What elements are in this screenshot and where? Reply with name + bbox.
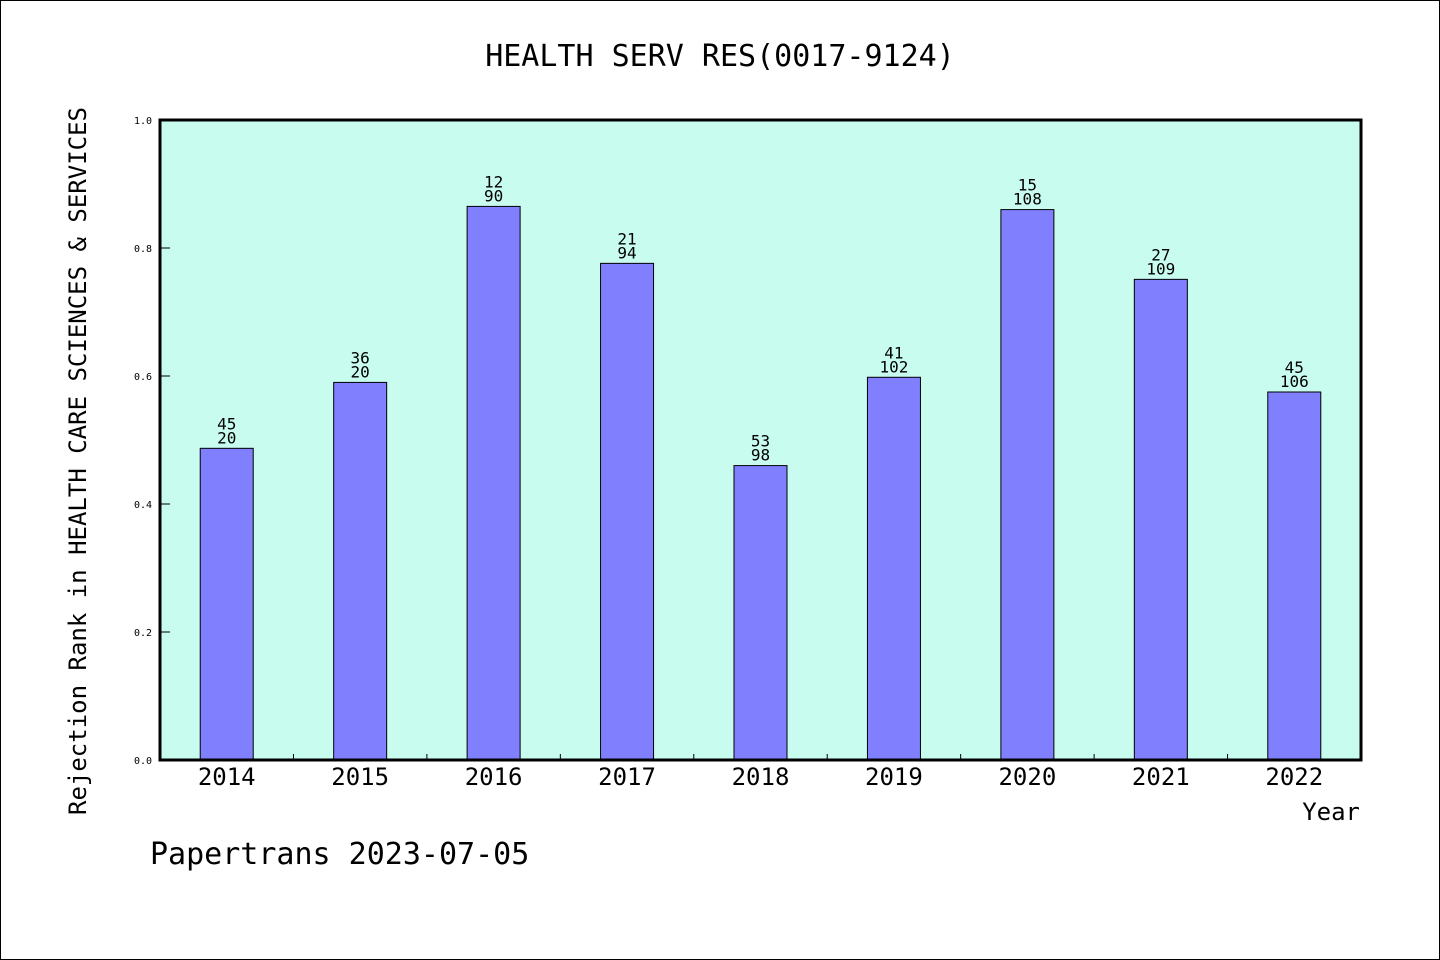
- bar-2014: [199, 447, 254, 761]
- bar-label-top-2021: 27: [1151, 245, 1170, 264]
- bar-label-bottom-2022: 106: [1280, 372, 1309, 391]
- bar-label-top-2014: 45: [217, 414, 236, 433]
- chart-title: HEALTH SERV RES(0017-9124): [485, 39, 955, 74]
- x-axis: 2014 2015 2016 2017 2018 2019 2020 2021 2022: [198, 754, 1323, 791]
- bar-2022: [1267, 391, 1322, 761]
- bar-label-bottom-2016: 90: [484, 186, 503, 205]
- bar-label-bottom-2014: 20: [217, 428, 236, 447]
- bar-2020: [1000, 209, 1055, 761]
- bar-2017: [600, 262, 655, 761]
- y-axis-label: Rejection Rank in HEALTH CARE SCIENCES &…: [64, 107, 92, 815]
- x-tick-label-2021: 2021: [1132, 763, 1190, 791]
- x-tick-label-2015: 2015: [331, 763, 389, 791]
- x-tick-label-2020: 2020: [998, 763, 1056, 791]
- y-tick-label: 0.8: [134, 244, 152, 255]
- bar-label-bottom-2015: 20: [351, 362, 370, 381]
- x-tick-label-2018: 2018: [732, 763, 790, 791]
- x-tick-label-2016: 2016: [465, 763, 523, 791]
- y-tick-label: 0.4: [134, 500, 152, 511]
- bar-2018: [733, 465, 788, 761]
- x-tick-label-2017: 2017: [598, 763, 656, 791]
- y-tick-label: 0.6: [134, 372, 152, 383]
- bar-label-bottom-2021: 109: [1146, 259, 1175, 278]
- y-tick-label: 0.2: [134, 628, 152, 639]
- bar-2016: [466, 205, 521, 761]
- y-tick-label: 0.0: [134, 756, 152, 767]
- x-tick-label-2022: 2022: [1265, 763, 1323, 791]
- bar-label-top-2018: 53: [751, 432, 770, 451]
- bar-2015: [333, 381, 388, 761]
- bar-label-bottom-2018: 98: [751, 446, 770, 465]
- bar-label-top-2019: 41: [884, 343, 903, 362]
- x-tick-label-2019: 2019: [865, 763, 923, 791]
- bar-label-bottom-2020: 108: [1013, 190, 1042, 209]
- bar-label-top-2016: 12: [484, 172, 503, 191]
- bar-label-bottom-2017: 94: [617, 243, 636, 262]
- credit-text: Papertrans 2023-07-05: [150, 837, 529, 872]
- bar-label-top-2015: 36: [351, 348, 370, 367]
- x-tick-label-2014: 2014: [198, 763, 256, 791]
- bar-2019: [866, 376, 921, 761]
- bar-label-top-2022: 45: [1285, 358, 1304, 377]
- plot-border: [158, 118, 1363, 762]
- bar-label-bottom-2019: 102: [879, 357, 908, 376]
- bar-label-top-2020: 15: [1018, 176, 1037, 195]
- y-tick-label: 1.0: [134, 116, 152, 127]
- bar-label-top-2017: 21: [617, 229, 636, 248]
- bar-2021: [1133, 278, 1188, 761]
- x-axis-label: Year: [1302, 798, 1360, 826]
